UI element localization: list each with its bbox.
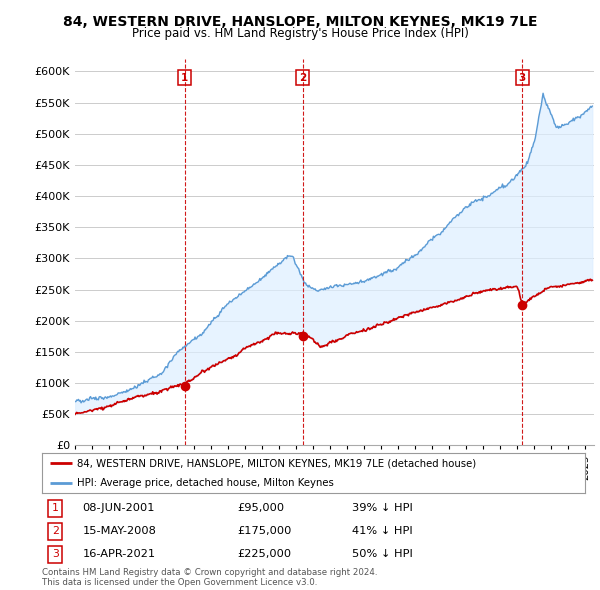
Text: 3: 3 [519,73,526,83]
Text: £225,000: £225,000 [238,549,292,559]
Text: 84, WESTERN DRIVE, HANSLOPE, MILTON KEYNES, MK19 7LE (detached house): 84, WESTERN DRIVE, HANSLOPE, MILTON KEYN… [77,458,476,468]
Text: 84, WESTERN DRIVE, HANSLOPE, MILTON KEYNES, MK19 7LE: 84, WESTERN DRIVE, HANSLOPE, MILTON KEYN… [63,15,537,29]
Text: 50% ↓ HPI: 50% ↓ HPI [352,549,412,559]
Text: 39% ↓ HPI: 39% ↓ HPI [352,503,412,513]
Text: HPI: Average price, detached house, Milton Keynes: HPI: Average price, detached house, Milt… [77,478,334,487]
Text: 2: 2 [299,73,306,83]
Text: 1: 1 [52,503,59,513]
Text: 15-MAY-2008: 15-MAY-2008 [83,526,157,536]
Text: 2: 2 [52,526,59,536]
Text: 16-APR-2021: 16-APR-2021 [83,549,156,559]
Text: Contains HM Land Registry data © Crown copyright and database right 2024.
This d: Contains HM Land Registry data © Crown c… [42,568,377,587]
Text: Price paid vs. HM Land Registry's House Price Index (HPI): Price paid vs. HM Land Registry's House … [131,27,469,40]
Text: £95,000: £95,000 [238,503,284,513]
Text: 08-JUN-2001: 08-JUN-2001 [83,503,155,513]
Text: £175,000: £175,000 [238,526,292,536]
Text: 41% ↓ HPI: 41% ↓ HPI [352,526,412,536]
Text: 3: 3 [52,549,59,559]
Text: 1: 1 [181,73,188,83]
